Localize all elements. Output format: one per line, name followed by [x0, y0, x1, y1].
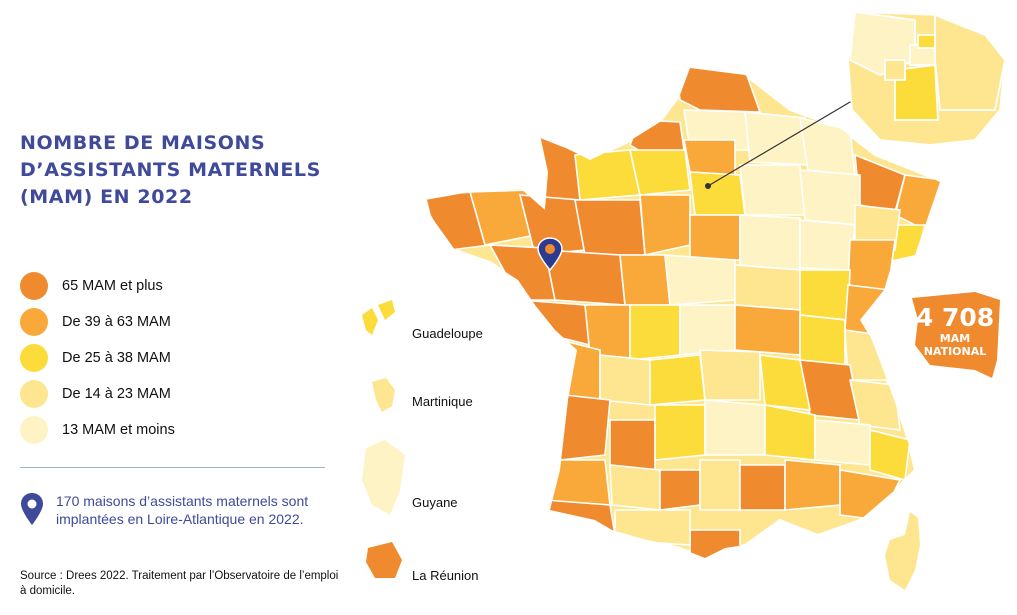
inset-connector-dot — [705, 183, 711, 189]
department-region — [654, 404, 706, 461]
legend-item: De 25 à 38 MAM — [20, 340, 175, 376]
department-region — [734, 304, 801, 356]
legend-swatch — [20, 416, 48, 444]
legend-item: 65 MAM et plus — [20, 268, 175, 304]
corsica-shape — [885, 512, 920, 590]
department-region — [847, 239, 896, 291]
department-region — [689, 214, 741, 261]
department-region — [759, 354, 811, 411]
divider — [20, 467, 325, 468]
note-text: 170 maisons d’assistants maternels sont … — [56, 493, 309, 527]
overseas-label: Guyane — [412, 495, 458, 510]
department-region — [699, 349, 761, 401]
department-region — [739, 464, 786, 511]
overseas-label: Guadeloupe — [412, 326, 483, 341]
department-region — [799, 314, 846, 366]
map-title: NOMBRE DE MAISONS D’ASSISTANTS MATERNELS… — [20, 132, 321, 208]
department-region — [664, 254, 736, 306]
department-region — [799, 269, 851, 321]
department-region — [699, 459, 741, 511]
legend-item: De 14 à 23 MAM — [20, 376, 175, 412]
department-region — [614, 509, 691, 546]
legend-swatch — [20, 344, 48, 372]
department-region — [629, 304, 681, 361]
department-region — [674, 68, 762, 113]
inset-connector — [707, 91, 868, 187]
legend-swatch — [20, 308, 48, 336]
la-reunion-shape — [366, 542, 402, 578]
department-region — [799, 219, 856, 271]
legend-swatch — [20, 272, 48, 300]
department-region — [518, 299, 591, 347]
department-region — [649, 354, 706, 406]
overseas-label: La Réunion — [412, 568, 479, 583]
legend-label: De 25 à 38 MAM — [62, 350, 171, 366]
national-total-unit: MAM — [940, 332, 970, 345]
department-region — [799, 359, 861, 421]
department-region — [764, 404, 816, 461]
department-region — [599, 354, 651, 406]
department-region — [619, 254, 671, 306]
martinique-shape — [372, 378, 395, 412]
department-region — [679, 304, 736, 356]
legend-label: De 39 à 63 MAM — [62, 314, 171, 330]
national-total-badge — [912, 292, 1000, 378]
legend-item: De 39 à 63 MAM — [20, 304, 175, 340]
legend-label: 65 MAM et plus — [62, 278, 163, 294]
legend-item: 13 MAM et moins — [20, 412, 175, 448]
department-region — [848, 379, 901, 431]
department-region — [784, 459, 841, 511]
france-map: Guadeloupe Martinique Guyane La Réunion … — [362, 10, 1006, 590]
department-region — [734, 264, 801, 311]
department-region — [609, 419, 656, 471]
department-region — [739, 214, 801, 271]
department-region — [574, 199, 646, 256]
guadeloupe-shape — [362, 300, 395, 335]
department-region — [559, 338, 601, 401]
department-region — [574, 149, 641, 201]
legend-label: 13 MAM et moins — [62, 422, 175, 438]
department-region — [683, 139, 736, 176]
department-region — [609, 464, 661, 511]
department-region — [799, 169, 861, 226]
legend-swatch — [20, 380, 48, 408]
overseas-label: Martinique — [412, 394, 473, 409]
source-text: Source : Drees 2022. Traitement par l’Ob… — [20, 570, 339, 597]
legend: 65 MAM et plus De 39 à 63 MAM De 25 à 38… — [20, 268, 175, 448]
department-region — [629, 149, 691, 196]
department-region — [689, 171, 746, 216]
department-region — [639, 194, 691, 256]
department-region — [814, 419, 871, 466]
department-region — [704, 399, 766, 456]
loire-atlantique-note: 170 maisons d’assistants maternels sont … — [20, 492, 316, 528]
department-region — [559, 394, 611, 461]
department-region — [549, 459, 611, 506]
guyane-shape — [362, 440, 405, 515]
paris-region-inset — [847, 10, 1006, 146]
loire-atlantique-pin-icon — [537, 237, 563, 272]
department-region — [659, 469, 701, 511]
map-pin-icon — [21, 493, 43, 525]
national-total-value: 4 708 — [916, 303, 994, 332]
legend-label: De 14 à 23 MAM — [62, 386, 171, 402]
department-region — [739, 164, 806, 216]
department-region — [869, 428, 911, 482]
national-total-caption: NATIONAL — [924, 345, 987, 358]
